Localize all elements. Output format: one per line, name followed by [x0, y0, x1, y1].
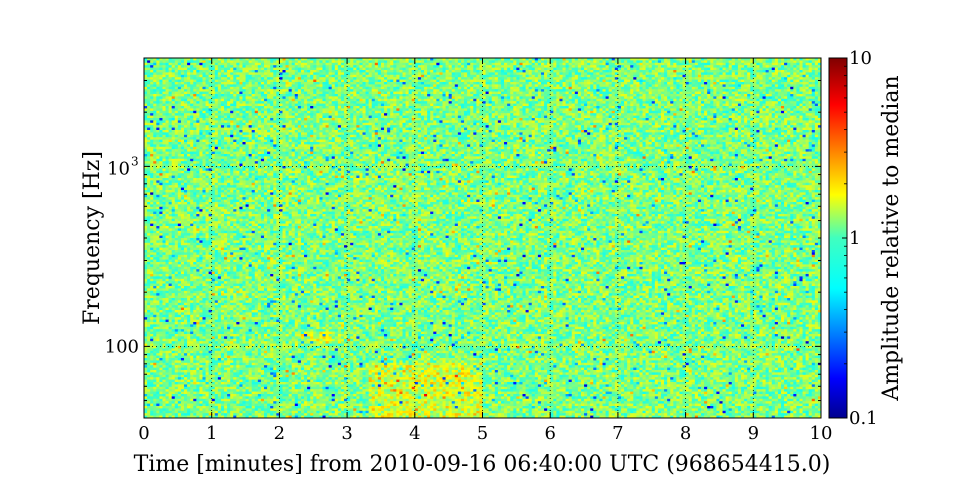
spectrogram-figure: 0 1 2 3 4 5 6 7 8 9 10 10010 3 Time [minutes] from …: [0, 0, 960, 480]
